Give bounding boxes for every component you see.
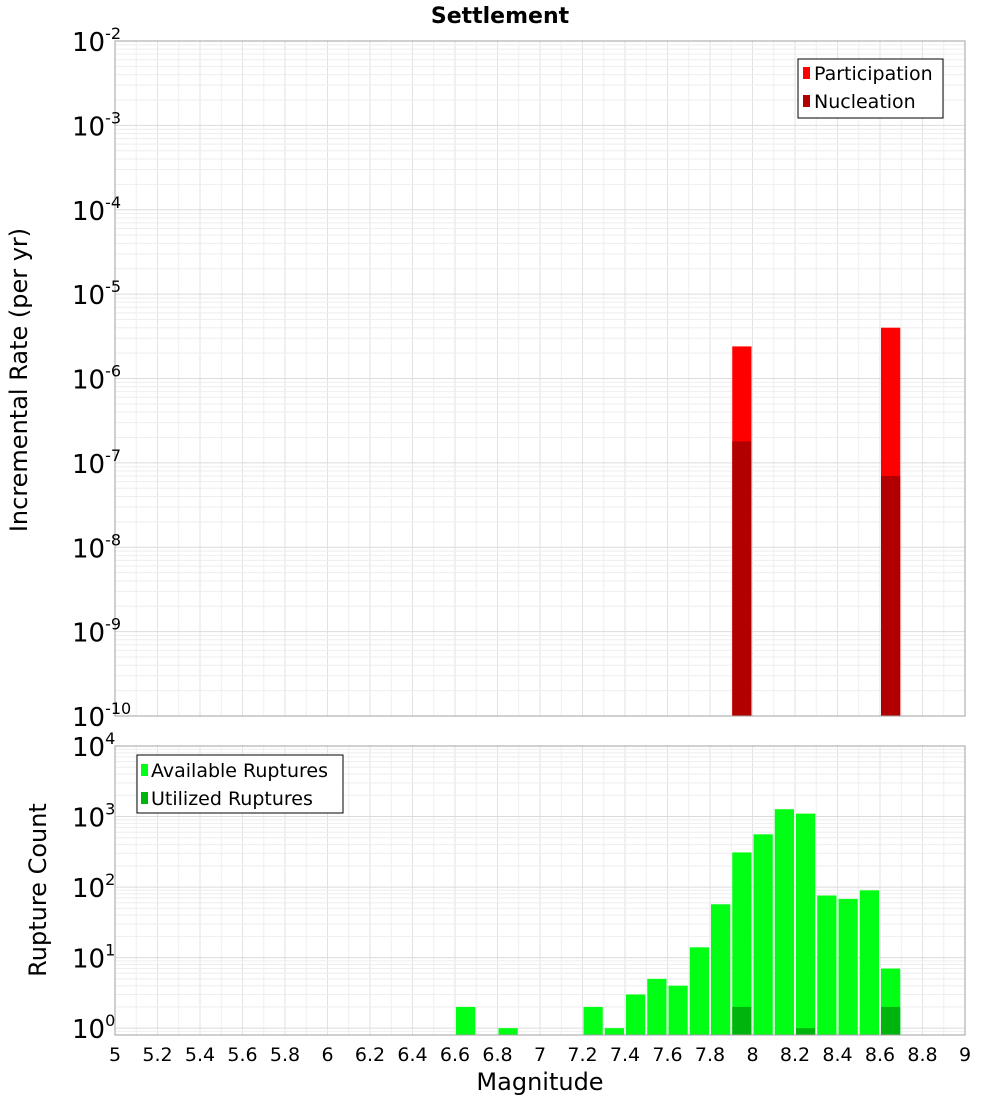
y-tick-label: 100 — [72, 1011, 115, 1045]
bar-available-ruptures — [817, 895, 837, 1035]
bottom-plot-bars — [456, 809, 901, 1035]
bar-available-ruptures — [838, 898, 858, 1035]
x-tick-label: 5.4 — [185, 1044, 215, 1066]
x-tick-label: 7.8 — [695, 1044, 725, 1066]
x-tick-label: 5.6 — [227, 1044, 257, 1066]
x-tick-label: 6.4 — [397, 1044, 427, 1066]
top-legend: Participation Nucleation — [797, 58, 944, 119]
bar-available-ruptures — [711, 904, 731, 1035]
top-y-tick-labels: 10-10 10-9 10-8 10-7 10-6 10-5 10-4 10-3 10-2 — [72, 24, 131, 733]
x-tick-label: 7.6 — [652, 1044, 682, 1066]
x-tick-label: 7 — [534, 1044, 546, 1066]
top-plot-grid — [114, 41, 966, 717]
y-tick-label: 104 — [72, 729, 115, 763]
bar-available-ruptures — [583, 1006, 603, 1035]
y-tick-label: 10-4 — [72, 193, 121, 227]
x-tick-label: 6.6 — [440, 1044, 470, 1066]
bar-utilized-ruptures — [796, 1028, 816, 1035]
x-tick-label: 6.8 — [482, 1044, 512, 1066]
top-y-axis-label: Incremental Rate (per yr) — [5, 228, 33, 532]
legend-swatch-nucleation — [803, 95, 810, 107]
x-tick-label: 9 — [959, 1044, 971, 1066]
bar-utilized-ruptures — [732, 1006, 752, 1035]
y-tick-label: 101 — [72, 941, 115, 975]
y-tick-label: 10-2 — [72, 24, 121, 58]
bottom-legend: Available Ruptures Utilized Ruptures — [136, 754, 344, 814]
y-tick-label: 10-10 — [72, 699, 131, 733]
legend-swatch-available-ruptures — [141, 764, 148, 776]
x-tick-label: 8.6 — [865, 1044, 895, 1066]
y-tick-label: 102 — [72, 870, 115, 904]
bottom-legend-box — [136, 754, 344, 814]
legend-swatch-participation — [803, 67, 810, 79]
bar-nucleation — [881, 475, 901, 716]
chart-title: Settlement — [431, 4, 570, 29]
y-tick-label: 10-9 — [72, 615, 121, 649]
bottom-x-tick-labels: 5 5.2 5.4 5.6 5.8 6 6.2 6.4 6.6 6.8 7 7.2 7.4 7.6 7.8 8… — [109, 1044, 971, 1066]
y-tick-label: 10-7 — [72, 446, 121, 480]
bar-available-ruptures — [626, 994, 646, 1035]
y-tick-label: 10-5 — [72, 277, 121, 311]
x-tick-label: 8 — [746, 1044, 758, 1066]
bar-available-ruptures — [647, 978, 667, 1035]
bar-utilized-ruptures — [881, 1006, 901, 1035]
legend-label-utilized-ruptures: Utilized Ruptures — [151, 788, 313, 810]
x-tick-label: 6.2 — [355, 1044, 385, 1066]
y-tick-label: 10-8 — [72, 530, 121, 564]
x-tick-label: 8.8 — [907, 1044, 937, 1066]
bar-available-ruptures — [604, 1028, 624, 1035]
bar-available-ruptures — [859, 890, 879, 1035]
bar-available-ruptures — [456, 1006, 476, 1035]
top-plot-frame — [114, 40, 966, 717]
x-tick-label: 5 — [109, 1044, 121, 1066]
x-tick-label: 6 — [321, 1044, 333, 1066]
x-axis-label: Magnitude — [476, 1068, 603, 1096]
x-tick-label: 7.2 — [567, 1044, 597, 1066]
bar-available-ruptures — [753, 834, 773, 1035]
bar-available-ruptures — [796, 813, 816, 1035]
bottom-plot-frame — [114, 745, 966, 1036]
bottom-y-axis-label: Rupture Count — [24, 803, 52, 977]
x-tick-label: 7.4 — [610, 1044, 640, 1066]
legend-swatch-utilized-ruptures — [141, 792, 148, 804]
x-tick-label: 5.2 — [142, 1044, 172, 1066]
bar-nucleation — [732, 441, 752, 716]
x-tick-label: 5.8 — [270, 1044, 300, 1066]
y-tick-label: 10-6 — [72, 362, 121, 396]
bar-available-ruptures — [689, 947, 709, 1035]
bar-available-ruptures — [774, 809, 794, 1035]
x-tick-label: 8.4 — [822, 1044, 852, 1066]
x-tick-label: 8.2 — [780, 1044, 810, 1066]
legend-label-participation: Participation — [814, 63, 933, 85]
y-tick-label: 103 — [72, 800, 115, 834]
bar-available-ruptures — [498, 1028, 518, 1035]
bar-available-ruptures — [732, 852, 752, 1035]
legend-label-available-ruptures: Available Ruptures — [151, 760, 328, 782]
bar-available-ruptures — [668, 985, 688, 1035]
legend-label-nucleation: Nucleation — [814, 91, 916, 113]
top-legend-box — [797, 58, 944, 119]
y-tick-label: 10-3 — [72, 108, 121, 142]
top-plot-bars — [732, 327, 901, 716]
bottom-y-tick-labels: 100 101 102 103 104 — [72, 729, 115, 1045]
